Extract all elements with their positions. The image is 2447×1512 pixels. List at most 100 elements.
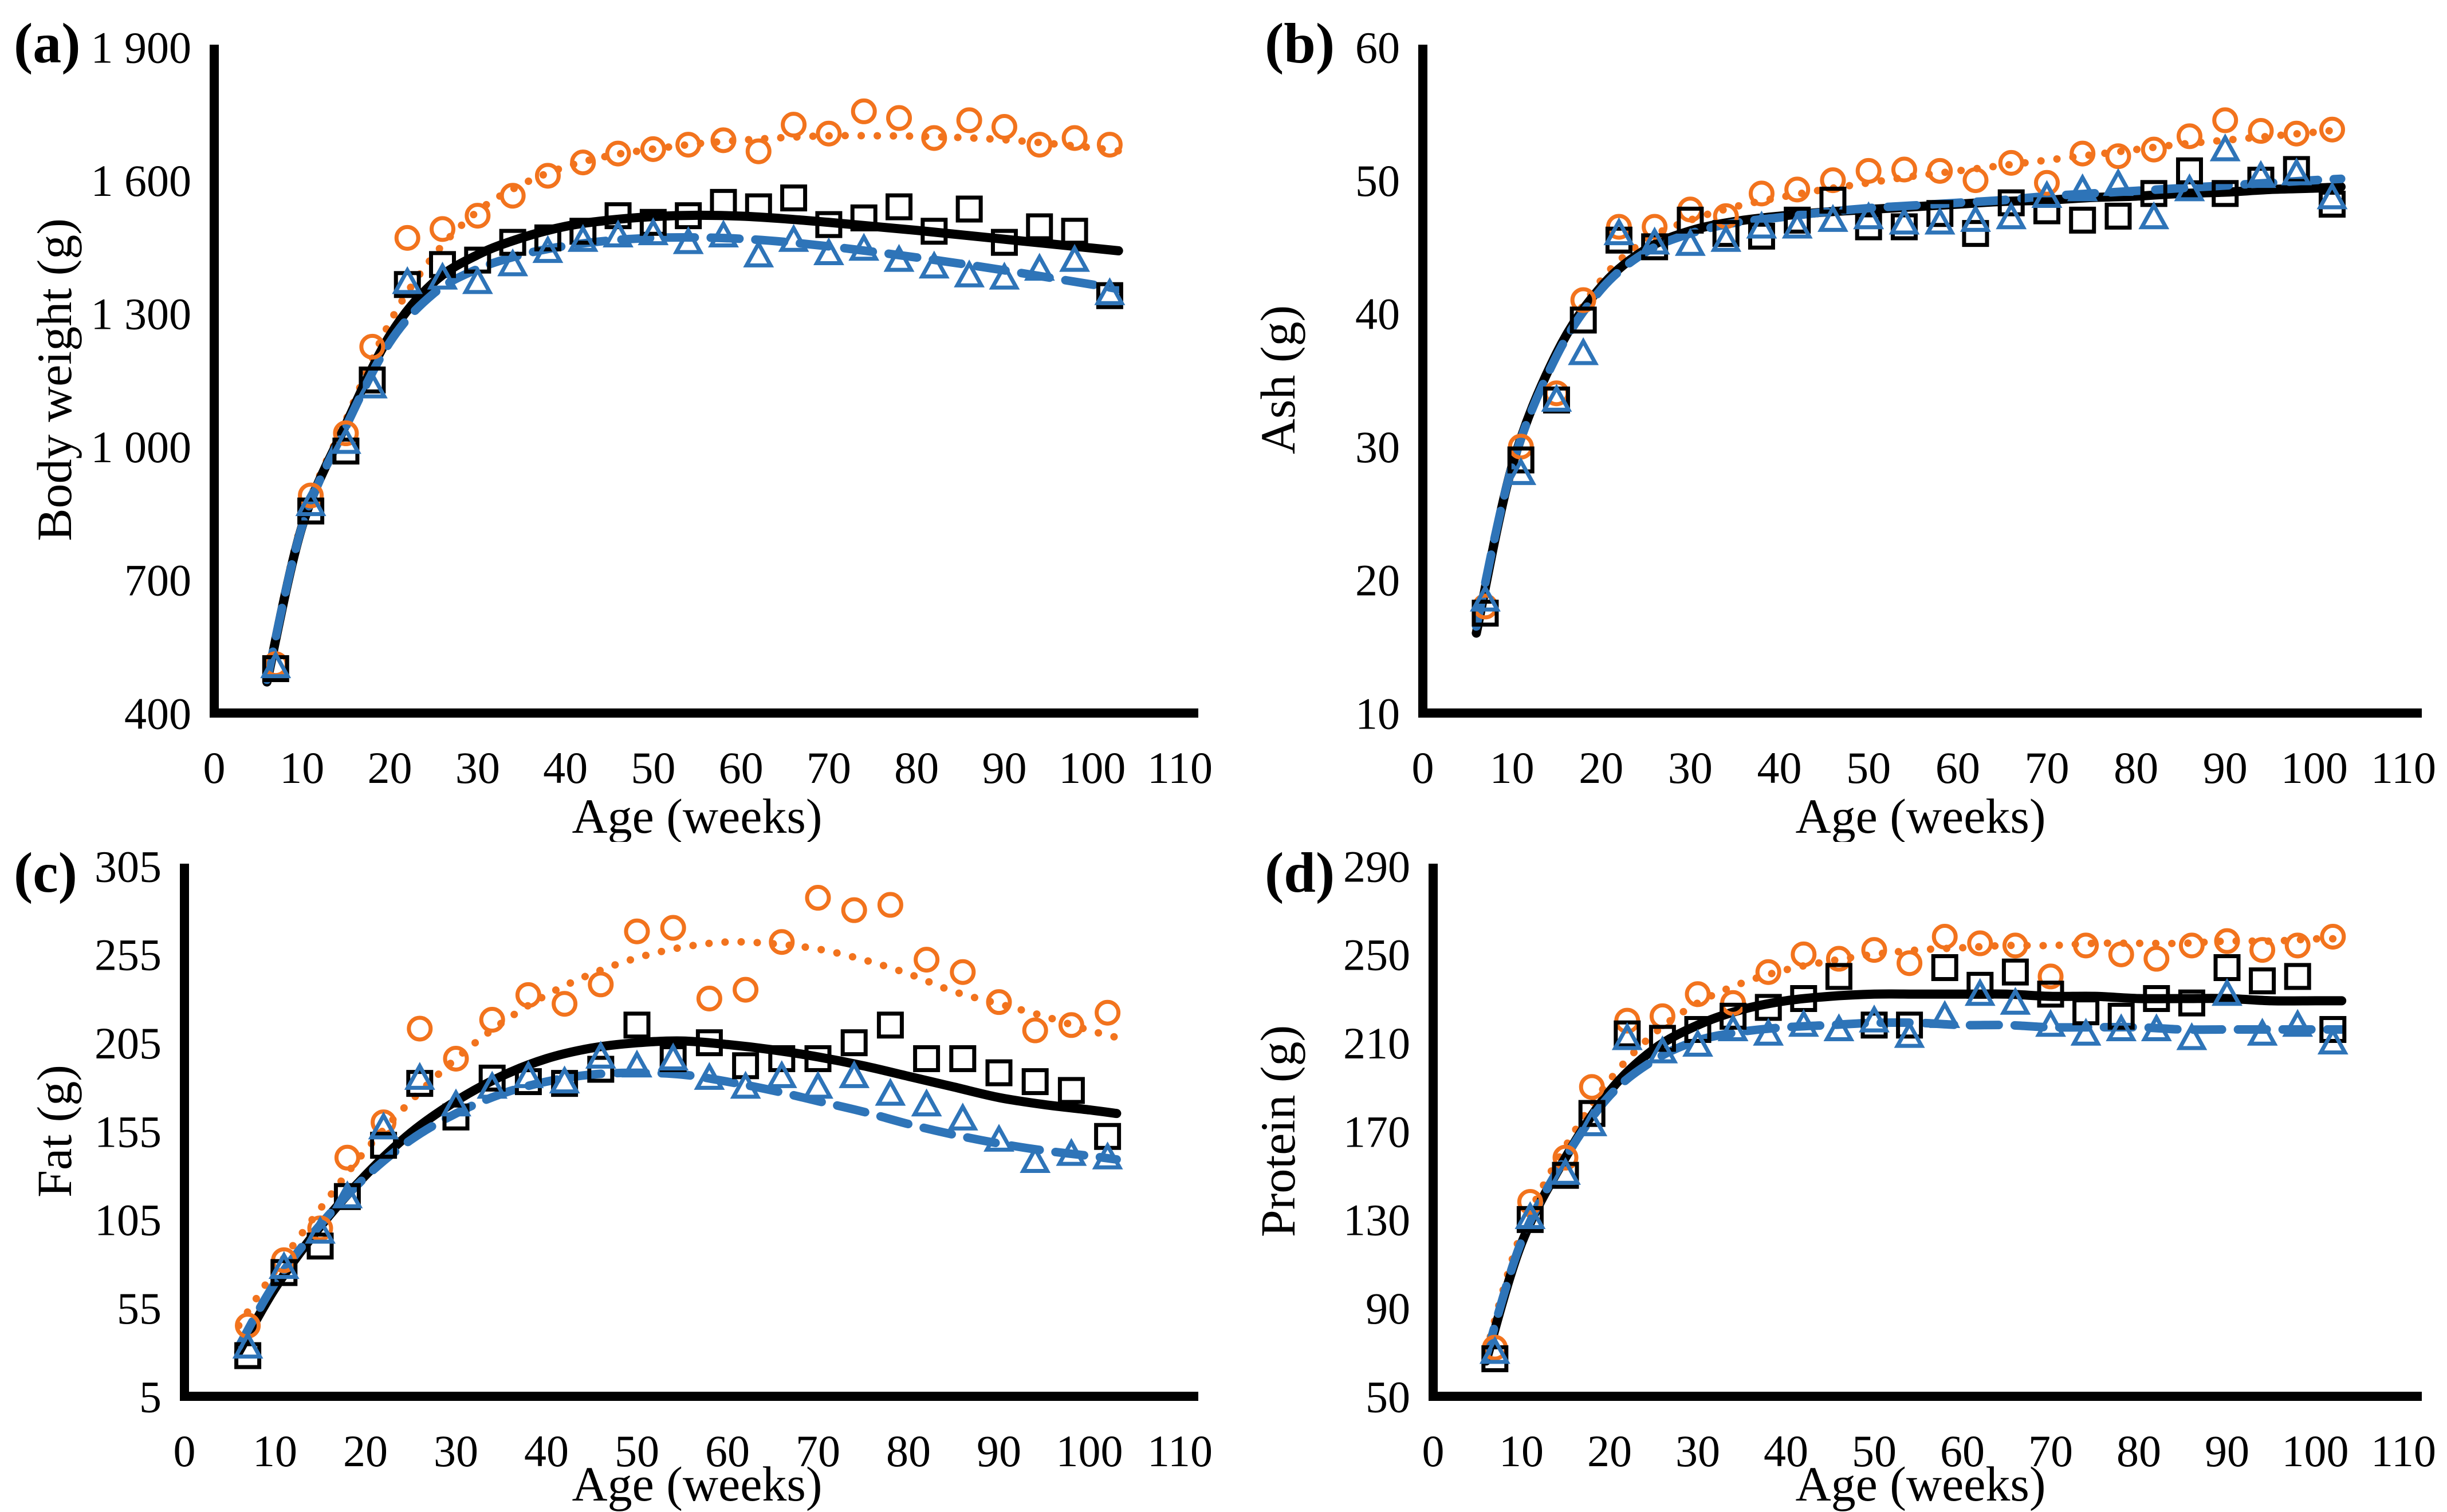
marker-triangle: [1889, 206, 1920, 235]
x-tick-label: 50: [1852, 1426, 1897, 1476]
marker-circle: [986, 989, 1012, 1015]
trend-line-orange-circle: [1482, 935, 2346, 1356]
marker-circle: [394, 225, 420, 251]
x-tick-label: 90: [982, 743, 1026, 793]
marker-triangle: [356, 370, 388, 399]
y-tick-label: 30: [1355, 422, 1400, 472]
marker-triangle: [658, 1042, 689, 1070]
marker-triangle: [268, 1251, 300, 1279]
x-tick-label: 50: [615, 1426, 659, 1476]
marker-triangle: [778, 224, 809, 252]
x-tick-label: 10: [1490, 743, 1535, 793]
marker-circle: [696, 986, 722, 1011]
x-tick-label: 70: [807, 743, 851, 793]
x-tick-label: 20: [368, 743, 412, 793]
marker-square: [1896, 1011, 1923, 1039]
series-black-square-markers: [262, 184, 1123, 682]
x-tick-label: 70: [2024, 743, 2069, 793]
panel-d-plot-canvas: 50 90 130 170 210 250 290 0 10 20 30 40 50 60 70 80 90 10…: [1343, 842, 2436, 1476]
marker-triangle: [1710, 224, 1742, 252]
marker-triangle: [983, 1124, 1014, 1152]
marker-circle: [2214, 928, 2240, 954]
y-tick-label: 90: [1366, 1283, 1410, 1333]
marker-circle: [2319, 116, 2345, 143]
marker-circle: [359, 333, 385, 360]
x-tick-label: 0: [1412, 743, 1434, 793]
marker-circle: [805, 885, 831, 911]
marker-circle: [2212, 107, 2239, 133]
marker-circle: [769, 929, 795, 955]
marker-circle: [675, 132, 702, 158]
marker-circle: [2105, 143, 2131, 170]
marker-square: [745, 193, 772, 220]
marker-circle: [624, 918, 650, 944]
marker-circle: [479, 1007, 505, 1033]
marker-circle: [781, 112, 807, 138]
marker-triangle: [368, 1111, 399, 1140]
x-tick-label: 100: [1056, 1426, 1123, 1476]
marker-circle: [2249, 937, 2276, 963]
x-tick-label: 50: [631, 743, 675, 793]
marker-square: [2107, 1002, 2135, 1030]
y-tick-label: 1 900: [91, 22, 192, 72]
panel-letter-d: (d): [1265, 842, 1335, 904]
marker-triangle: [911, 1088, 942, 1117]
x-tick-label: 80: [886, 1426, 931, 1476]
marker-circle: [1058, 1012, 1084, 1038]
marker-triangle: [1817, 204, 1848, 232]
marker-square: [1569, 306, 1597, 334]
y-tick-label: 210: [1343, 1018, 1410, 1068]
marker-square: [2284, 963, 2311, 990]
marker-triangle: [2106, 1013, 2137, 1042]
marker-triangle: [2067, 173, 2098, 202]
marker-circle: [1061, 125, 1088, 151]
marker-circle: [914, 947, 940, 973]
x-tick-label: 100: [2281, 743, 2348, 793]
marker-square: [2143, 985, 2170, 1012]
marker-circle: [733, 976, 759, 1003]
marker-square: [920, 218, 948, 245]
marker-circle: [534, 163, 561, 189]
marker-triangle: [1056, 1137, 1087, 1166]
marker-circle: [2073, 932, 2099, 959]
x-tick-label: 90: [2205, 1426, 2249, 1476]
y-tick-label: 20: [1355, 556, 1400, 605]
marker-square: [804, 1045, 832, 1072]
marker-triangle: [989, 261, 1020, 290]
x-tick-label: 40: [1764, 1426, 1808, 1476]
marker-triangle: [513, 1060, 544, 1088]
marker-triangle: [2316, 181, 2348, 210]
marker-square: [1931, 954, 1958, 981]
marker-triangle: [1611, 1022, 1643, 1050]
marker-square: [1890, 213, 1918, 241]
panel-a-body-weight: 400 700 1 000 1 300 1 600 1 900 0 10 20 30 40 50 60 7…: [0, 0, 1224, 842]
marker-triangle: [2245, 160, 2276, 188]
marker-triangle: [875, 1077, 906, 1106]
marker-triangle: [1514, 1201, 1546, 1229]
marker-square: [1578, 1100, 1606, 1127]
marker-circle: [660, 915, 686, 941]
marker-triangle: [1753, 1017, 1784, 1046]
y-tick-label: 50: [1355, 156, 1400, 206]
marker-triangle: [918, 250, 950, 279]
y-tick-label: 105: [95, 1195, 162, 1245]
marker-triangle: [839, 1060, 870, 1088]
marker-square: [985, 1059, 1013, 1086]
marker-triangle: [567, 224, 599, 252]
marker-circle: [570, 149, 596, 176]
marker-square: [1061, 218, 1088, 245]
marker-square: [370, 1132, 398, 1159]
marker-triangle: [672, 226, 704, 254]
marker-circle: [1095, 999, 1121, 1026]
marker-triangle: [694, 1062, 725, 1090]
marker-square: [1021, 1068, 1049, 1096]
marker-square: [2178, 989, 2205, 1017]
marker-square: [1641, 233, 1669, 261]
marker-triangle: [332, 1180, 363, 1208]
marker-square: [815, 211, 843, 238]
marker-circle: [1820, 167, 1846, 194]
marker-triangle: [1894, 1019, 1925, 1048]
marker-square: [1026, 213, 1053, 241]
